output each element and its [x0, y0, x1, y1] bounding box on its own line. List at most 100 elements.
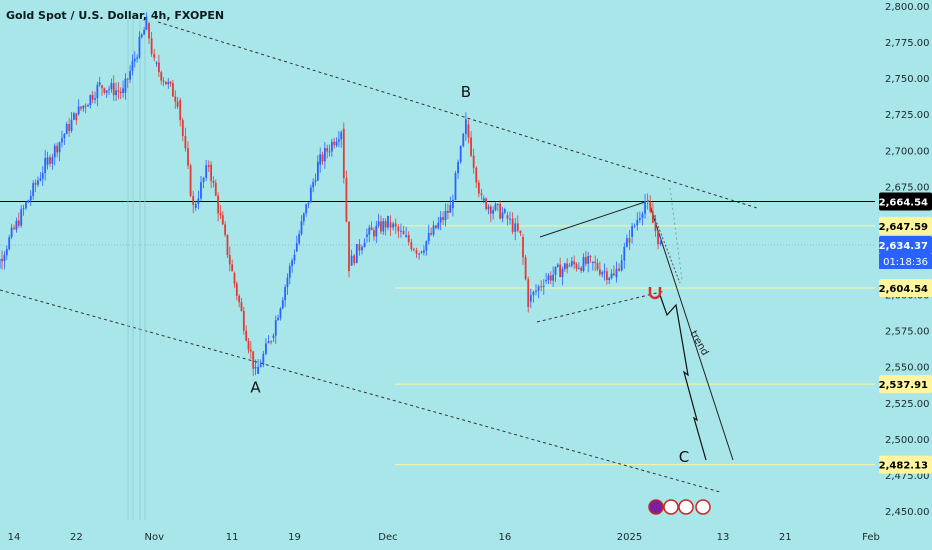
candle-body	[355, 244, 358, 264]
wedge-lower	[536, 290, 666, 323]
candle-body	[3, 255, 6, 262]
candle-body	[252, 351, 255, 369]
candle-body	[288, 266, 291, 278]
candle-body	[41, 173, 44, 179]
candle-body	[235, 283, 238, 296]
candle-body	[39, 178, 42, 181]
candle-body	[194, 204, 197, 208]
flag-icon	[695, 499, 711, 515]
candle-body	[73, 113, 75, 120]
candle-body	[638, 218, 641, 220]
candle-body	[397, 226, 400, 232]
candle-body	[509, 218, 511, 220]
candle-body	[503, 209, 506, 213]
candle-body	[119, 91, 122, 94]
countdown-bg	[879, 253, 932, 269]
candle-body	[140, 34, 143, 38]
candle-body	[620, 260, 623, 271]
candle-body	[418, 253, 421, 255]
candle-body	[482, 198, 485, 201]
candle-body	[174, 96, 177, 102]
candle-body	[470, 137, 472, 156]
target-box	[669, 187, 683, 281]
candle-body	[644, 201, 646, 214]
candle-body	[613, 273, 615, 276]
candle-body	[587, 256, 590, 264]
candle-body	[136, 57, 138, 59]
price-label-bg	[879, 235, 932, 254]
candle-body	[257, 366, 260, 374]
flag-icon	[663, 499, 679, 515]
candle-body	[160, 72, 163, 81]
y-tick-label: 2,800.00	[885, 2, 930, 13]
candle-body	[192, 195, 195, 205]
candle-body	[603, 271, 606, 273]
candle-body	[233, 272, 236, 284]
candle-body	[529, 295, 532, 302]
candle-body	[117, 90, 120, 92]
candle-body	[566, 263, 569, 269]
candle-body	[427, 233, 430, 242]
candle-body	[580, 267, 583, 271]
candle-body	[34, 183, 37, 185]
wave-label-b: B	[461, 83, 471, 101]
price-labels: 2,664.54 2,647.59 2,634.37 01:18:36 2,604.54…	[879, 192, 932, 474]
candle-body	[184, 135, 187, 149]
candle-body	[110, 83, 113, 90]
candle-body	[472, 155, 475, 168]
candle-body	[148, 23, 150, 39]
price-label: 2,634.37	[879, 241, 928, 252]
candle-body	[94, 98, 96, 100]
candle-body	[462, 133, 465, 147]
candle-body	[485, 198, 488, 210]
candle-body	[295, 243, 298, 252]
candle-body	[101, 85, 103, 89]
price-label: 2,537.91	[879, 380, 928, 391]
candle-body	[554, 266, 557, 275]
candle-body	[605, 271, 608, 281]
candle-body	[82, 105, 85, 109]
y-tick-label: 2,475.00	[885, 471, 930, 482]
candle-body	[5, 249, 8, 256]
candle-body	[598, 269, 601, 275]
candle-body	[342, 128, 345, 179]
candle-body	[380, 221, 382, 232]
candle-body	[535, 290, 537, 292]
candle-body	[70, 119, 73, 131]
chart-title: Gold Spot / U.S. Dollar, 4h, FXOPEN	[6, 9, 225, 22]
candle-body	[540, 286, 543, 288]
candle-body	[249, 349, 252, 352]
price-label-bg	[879, 216, 932, 235]
candle-body	[181, 120, 184, 136]
candle-body	[392, 223, 395, 228]
candle-body	[537, 286, 540, 291]
candle-body	[103, 88, 106, 93]
candle-body	[212, 180, 215, 183]
candle-body	[145, 16, 148, 30]
candle-body	[122, 88, 124, 94]
candle-body	[259, 364, 262, 367]
candle-body	[300, 221, 303, 235]
candle-body	[628, 238, 631, 243]
candle-body	[305, 204, 308, 214]
candle-body	[202, 177, 205, 183]
candle-body	[254, 366, 257, 369]
candle-body	[467, 124, 470, 138]
candle-body	[437, 222, 440, 229]
candle-body	[657, 231, 659, 245]
candle-body	[13, 227, 15, 229]
candle-body	[214, 182, 217, 196]
candle-body	[240, 302, 243, 312]
candle-body	[410, 242, 413, 250]
candle-body	[423, 250, 425, 253]
candle-body	[618, 268, 620, 271]
flag-icon	[678, 499, 694, 515]
candle-body	[37, 180, 39, 185]
candle-body	[577, 267, 580, 269]
candle-body	[563, 263, 566, 270]
candle-body	[430, 233, 433, 235]
candle-body	[124, 78, 127, 93]
y-tick-label: 2,550.00	[885, 363, 930, 374]
candle-body	[302, 213, 305, 222]
